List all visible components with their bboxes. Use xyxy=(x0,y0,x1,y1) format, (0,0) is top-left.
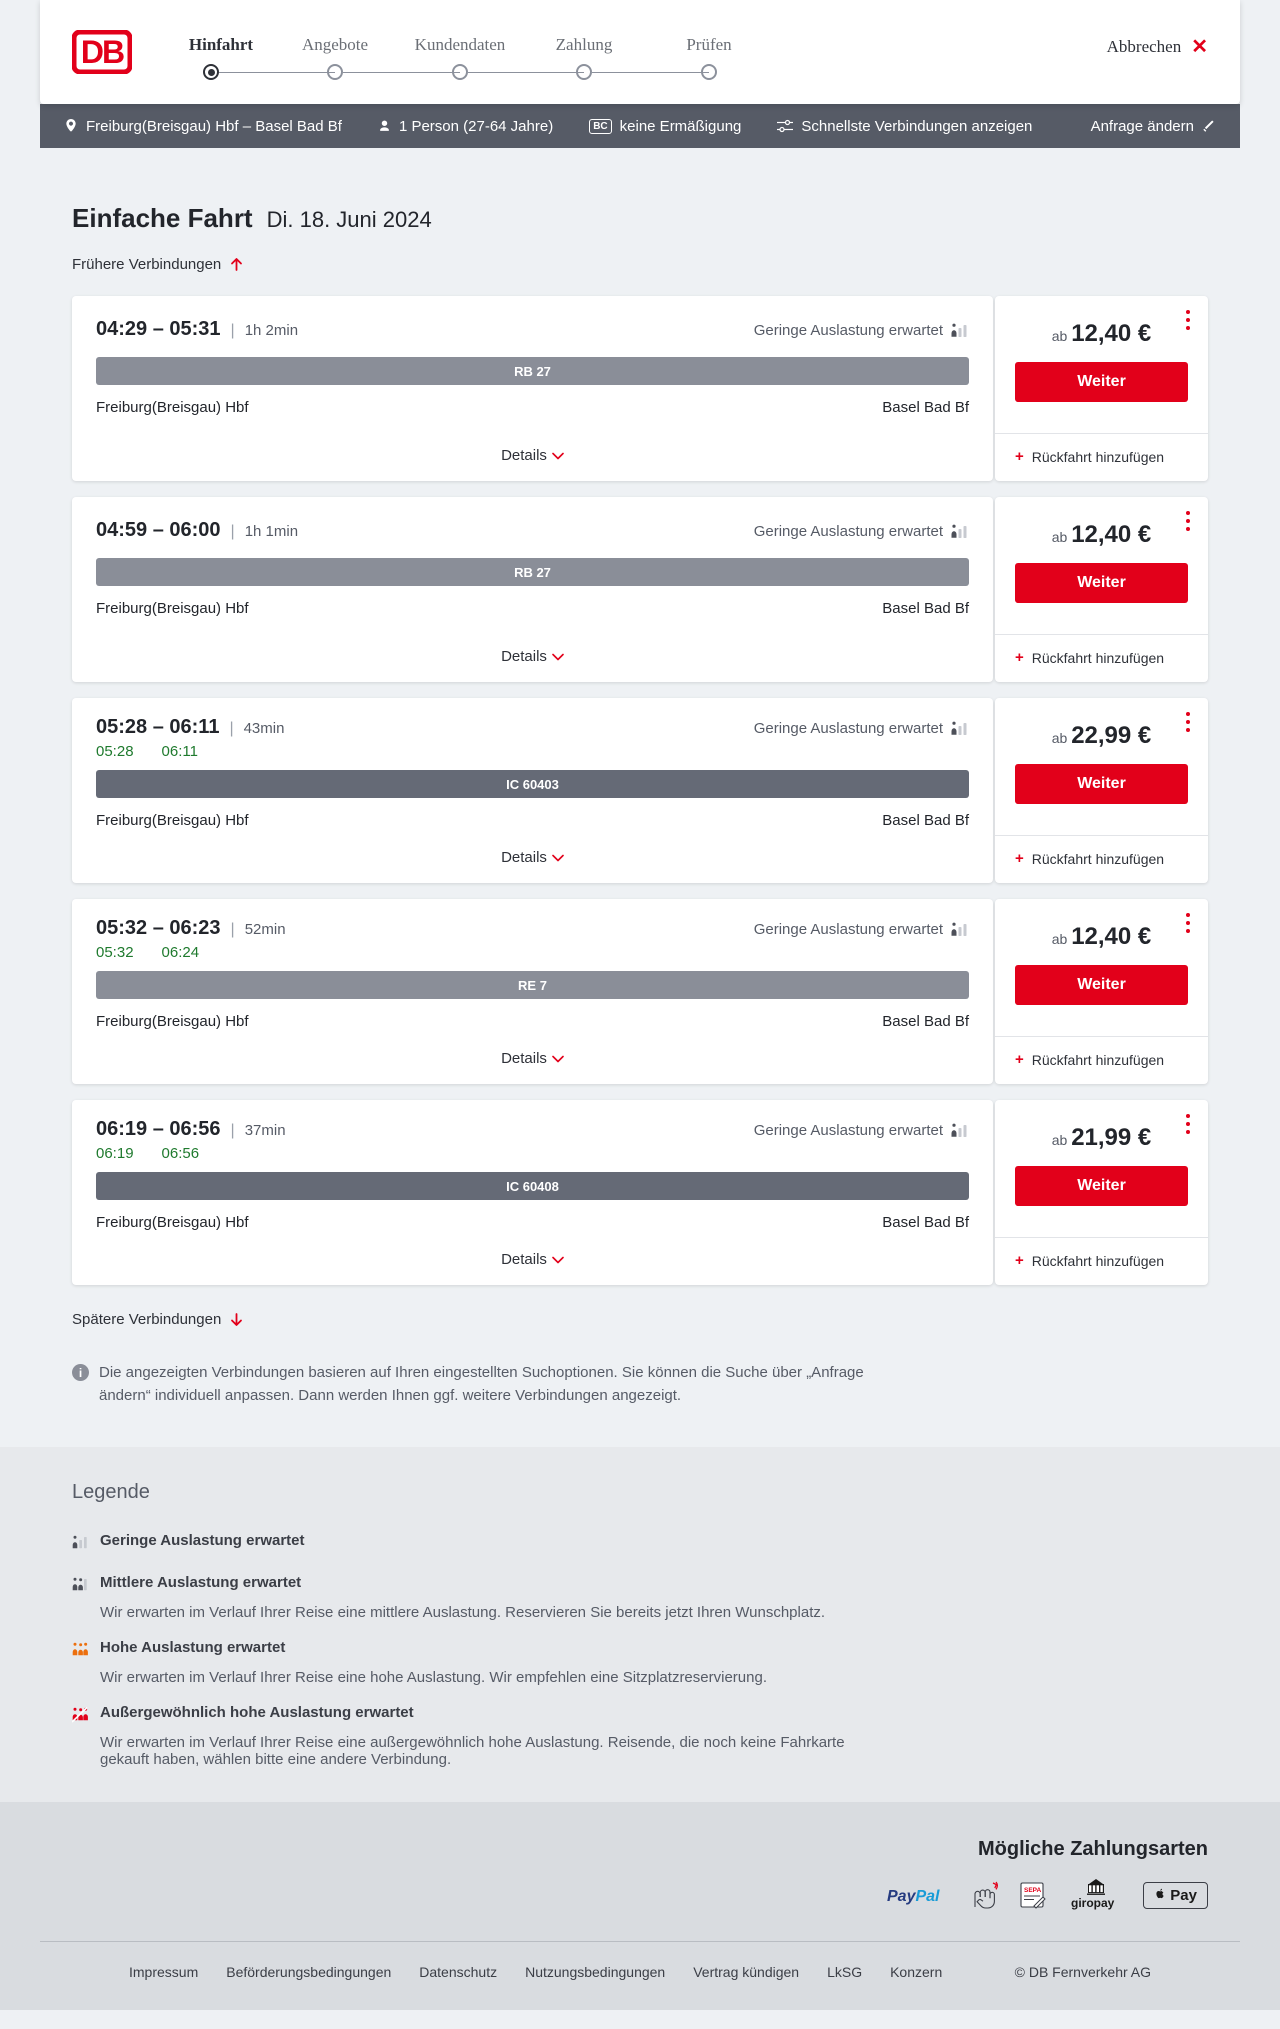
svg-text:SEPA: SEPA xyxy=(1024,1887,1042,1894)
svg-text:PayPal: PayPal xyxy=(887,1888,940,1905)
svg-text:giropay: giropay xyxy=(1071,1896,1115,1910)
